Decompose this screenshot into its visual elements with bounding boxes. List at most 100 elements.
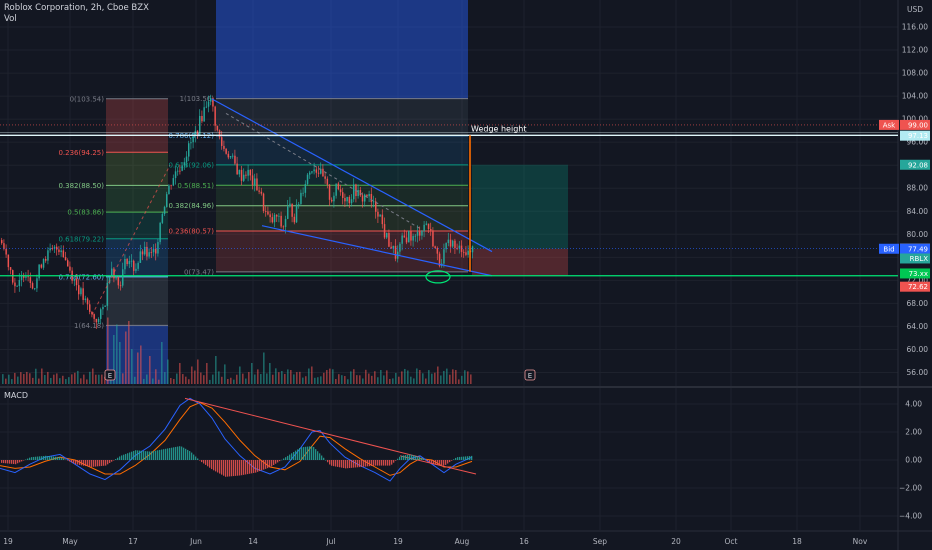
candle-body [14,282,16,287]
candle-body [243,174,245,181]
candle-body [150,252,153,253]
volume-bar [455,370,457,384]
macd-hist-bar [11,460,13,464]
macd-hist-bar [93,460,95,467]
candle-body [60,250,62,253]
volume-bar [437,366,439,384]
price-tick-label: 112.00 [902,46,928,55]
macd-hist-bar [109,460,111,463]
macd-hist-bar [219,460,221,474]
price-tick-label: 100.00 [902,115,928,124]
candle-body [179,170,181,172]
candle-body [258,190,260,192]
macd-hist-bar [375,460,377,466]
candle-body [383,224,386,238]
macd-hist-bar [287,455,289,460]
volume-bars [2,317,472,384]
macd-hist-bar [157,450,159,460]
candle-body [306,174,309,185]
price-tag: 92.08 [900,159,930,170]
macd-hist-bar [153,451,155,460]
macd-hist-bar [187,449,189,460]
candle-body [326,178,329,185]
price-tag-value: 72.62 [908,283,928,291]
candle-body [157,242,159,254]
volume-bar [8,374,10,384]
macd-hist-bar [275,460,277,464]
macd-hist-bar [371,460,373,466]
candle-body [401,235,403,244]
volume-bar [74,372,76,384]
candle-body [364,194,366,202]
volume-bar [461,375,463,384]
volume-bar [188,379,190,384]
candle-body [295,204,298,223]
candle-body [86,298,89,305]
fib-level-label: 1(64.18) [74,322,104,330]
candle-body [335,183,337,196]
macd-hist-bar [177,446,179,460]
macd-hist-bar [75,460,77,465]
time-axis: 19 May 17 Jun 14 Jul 19 Aug 16 Sep 20 Oct 18 Nov [3,537,868,546]
price-tag-box [900,243,930,254]
macd-hist-bar [221,460,223,475]
earnings-marker-box [104,369,116,381]
macd-hist-bar [441,460,443,466]
price-candles [1,94,474,330]
volume-bar [449,374,451,384]
macd-hist-bar [421,457,423,460]
candle-body [221,137,223,146]
macd-hist-bar [143,450,145,460]
candle-body [161,214,164,223]
candle-body [328,184,331,200]
volume-bar [293,374,295,384]
fib-level-label: 0.618(79.22) [58,235,104,243]
candle-body [414,235,417,237]
macd-hist-bar [115,459,117,460]
macd-hist-bar [347,460,349,469]
volume-bar [257,369,259,384]
candle-body [419,231,421,236]
macd-hist-bar [41,456,43,460]
candle-body [313,169,315,172]
volume-bar [356,375,358,384]
volume-bar [101,374,103,384]
volume-bar [359,375,361,384]
fib-level-label: 0.5(83.86) [67,209,104,217]
macd-hist-bar [165,448,167,460]
volume-bar [470,374,472,384]
macd-hist-bar [61,457,63,460]
macd-hist-bar [269,460,271,468]
macd-hist-bar [247,460,249,475]
volume-bar [83,374,85,384]
candle-body [163,206,166,215]
macd-hist-bar [245,460,247,475]
macd-hist-bar [427,460,429,462]
macd-hist-bar [451,460,453,461]
macd-hist-bar [429,460,431,463]
macd-hist-bar [97,460,99,467]
candle-body [436,248,439,254]
fib-band [106,98,168,153]
volume-bar [338,374,340,384]
macd-hist-bar [65,459,67,461]
volume-bar [281,370,283,384]
macd-hist-bar [257,460,259,472]
macd-hist-bar [133,450,135,460]
fib-level-label: 0.236(94.25) [58,149,104,157]
candle-body [144,246,146,255]
volume-bar [53,374,55,384]
macd-hist-bar [277,460,279,463]
candle-body [322,168,324,177]
candle-body [108,277,111,283]
macd-hist-bar [139,450,141,460]
volume-bar [296,372,298,384]
volume-bar [323,372,325,384]
macd-hist-bar [439,460,441,466]
macd-hist-bar [449,460,451,463]
macd-hist-bar [393,460,395,463]
volume-bar [368,373,370,384]
macd-hist-bar [327,460,329,463]
candle-body [203,107,205,122]
